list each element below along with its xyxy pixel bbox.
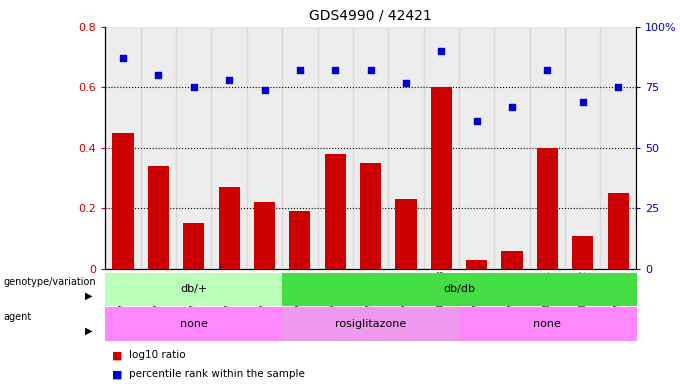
- Point: [507, 104, 517, 110]
- Point: [471, 118, 482, 124]
- Bar: [318, 27, 353, 269]
- Point: [118, 55, 129, 61]
- Point: [613, 84, 624, 91]
- Point: [401, 79, 411, 86]
- Point: [577, 99, 588, 105]
- Bar: [218, 187, 240, 269]
- Text: db/db: db/db: [443, 284, 475, 294]
- Bar: [324, 154, 346, 269]
- Bar: [424, 27, 459, 269]
- Bar: [360, 163, 381, 269]
- Point: [259, 87, 270, 93]
- Title: GDS4990 / 42421: GDS4990 / 42421: [309, 9, 432, 23]
- Bar: [430, 88, 452, 269]
- Bar: [176, 27, 211, 269]
- Bar: [494, 27, 530, 269]
- Text: db/+: db/+: [180, 284, 207, 294]
- Point: [436, 48, 447, 54]
- Bar: [572, 235, 594, 269]
- Bar: [254, 202, 275, 269]
- Bar: [466, 260, 488, 269]
- Bar: [247, 27, 282, 269]
- Point: [224, 77, 235, 83]
- Bar: [112, 133, 134, 269]
- Bar: [289, 211, 311, 269]
- Text: agent: agent: [3, 311, 32, 322]
- Bar: [183, 223, 205, 269]
- Bar: [282, 27, 318, 269]
- Text: ■: ■: [112, 350, 122, 360]
- Bar: [211, 27, 247, 269]
- Bar: [105, 27, 141, 269]
- Bar: [537, 148, 558, 269]
- Point: [365, 67, 376, 73]
- Bar: [148, 166, 169, 269]
- Bar: [141, 27, 176, 269]
- Bar: [388, 27, 424, 269]
- Bar: [353, 27, 388, 269]
- Bar: [565, 27, 600, 269]
- Point: [330, 67, 341, 73]
- Text: ▶: ▶: [84, 325, 92, 336]
- Point: [188, 84, 199, 91]
- Text: ■: ■: [112, 369, 122, 379]
- Text: none: none: [534, 318, 561, 329]
- Text: ▶: ▶: [84, 291, 92, 301]
- Text: log10 ratio: log10 ratio: [129, 350, 186, 360]
- Bar: [459, 27, 494, 269]
- Bar: [607, 193, 629, 269]
- Text: none: none: [180, 318, 207, 329]
- Bar: [530, 27, 565, 269]
- Text: genotype/variation: genotype/variation: [3, 277, 96, 287]
- Text: percentile rank within the sample: percentile rank within the sample: [129, 369, 305, 379]
- Bar: [395, 199, 417, 269]
- Text: rosiglitazone: rosiglitazone: [335, 318, 406, 329]
- Point: [153, 72, 164, 78]
- Bar: [501, 251, 523, 269]
- Bar: [600, 27, 636, 269]
- Point: [542, 67, 553, 73]
- Point: [294, 67, 305, 73]
